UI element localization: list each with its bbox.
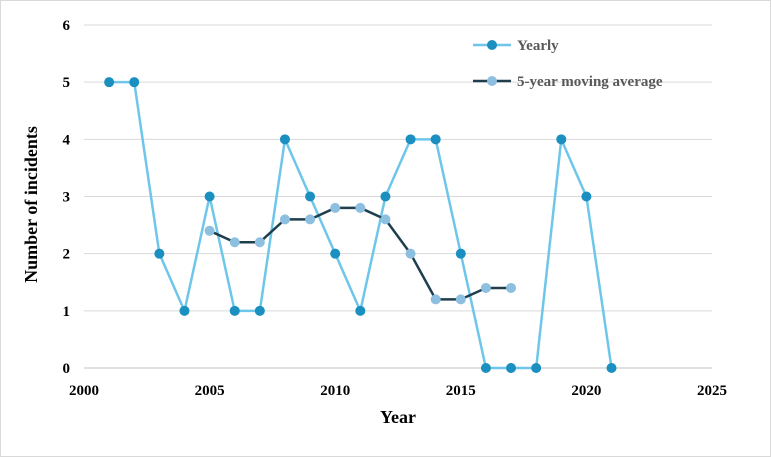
series-moving-average [204,202,517,305]
x-tick-label-2000: 2000 [69,383,99,399]
tick-labels: 0 1 2 3 4 5 6 2000 2005 2010 2015 2020 2025 [63,18,728,399]
legend-marker-yearly [487,40,497,50]
data-point-yearly-2010 [330,248,341,259]
data-point-moving-average-2016 [480,282,491,293]
data-point-moving-average-2011 [355,202,366,213]
y-tick-label-5: 5 [63,75,71,91]
y-tick-label-3: 3 [63,190,71,206]
data-point-yearly-2018 [531,363,542,373]
data-point-yearly-2011 [355,305,366,316]
data-point-moving-average-2013 [405,248,416,259]
data-point-yearly-2017 [506,363,517,373]
data-point-yearly-2007 [254,305,265,316]
legend-label-yearly: Yearly [517,38,559,54]
x-tick-label-2010: 2010 [320,383,350,399]
y-tick-label-2: 2 [63,247,71,263]
x-tick-label-2020: 2020 [571,383,601,399]
series-yearly [104,77,617,373]
data-point-yearly-2009 [305,191,316,202]
y-tick-label-1: 1 [63,304,71,320]
data-point-yearly-2013 [405,134,416,145]
data-point-moving-average-2010 [330,202,341,213]
x-tick-label-2025: 2025 [697,383,727,399]
y-tick-label-4: 4 [63,132,71,148]
data-point-yearly-2006 [229,305,240,316]
data-point-yearly-2002 [129,77,140,88]
data-point-yearly-2004 [179,305,190,316]
legend-marker-moving-average [487,76,497,86]
data-point-moving-average-2015 [455,294,466,305]
data-point-moving-average-2007 [254,237,265,248]
data-point-yearly-2012 [380,191,391,202]
data-point-yearly-2016 [480,363,491,373]
series-line-yearly [109,80,613,370]
data-point-yearly-2020 [581,191,592,202]
x-tick-label-2015: 2015 [446,383,476,399]
y-tick-label-6: 6 [63,18,71,34]
legend-item-yearly: Yearly [473,38,559,54]
data-point-yearly-2003 [154,248,165,259]
data-point-yearly-2019 [556,134,567,145]
x-tick-label-2005: 2005 [195,383,225,399]
data-point-moving-average-2017 [506,282,517,293]
gridlines [84,24,712,312]
data-point-yearly-2005 [204,191,215,202]
legend: Yearly 5-year moving average [473,38,663,90]
data-point-moving-average-2005 [204,225,215,236]
data-point-moving-average-2009 [305,214,316,225]
data-point-yearly-2015 [455,248,466,259]
data-point-moving-average-2008 [279,214,290,225]
data-point-moving-average-2006 [229,237,240,248]
data-point-moving-average-2012 [380,214,391,225]
data-point-yearly-2021 [606,363,617,373]
series-layer [104,77,617,373]
data-point-yearly-2014 [430,134,441,145]
data-point-moving-average-2014 [430,294,441,305]
legend-item-moving-average: 5-year moving average [473,74,663,90]
y-tick-label-0: 0 [63,361,71,377]
data-point-yearly-2008 [279,134,290,145]
data-point-yearly-2001 [104,77,115,88]
legend-label-moving-average: 5-year moving average [517,74,663,90]
y-axis-title: Number of incidents [21,126,41,283]
x-axis-title: Year [380,407,416,427]
